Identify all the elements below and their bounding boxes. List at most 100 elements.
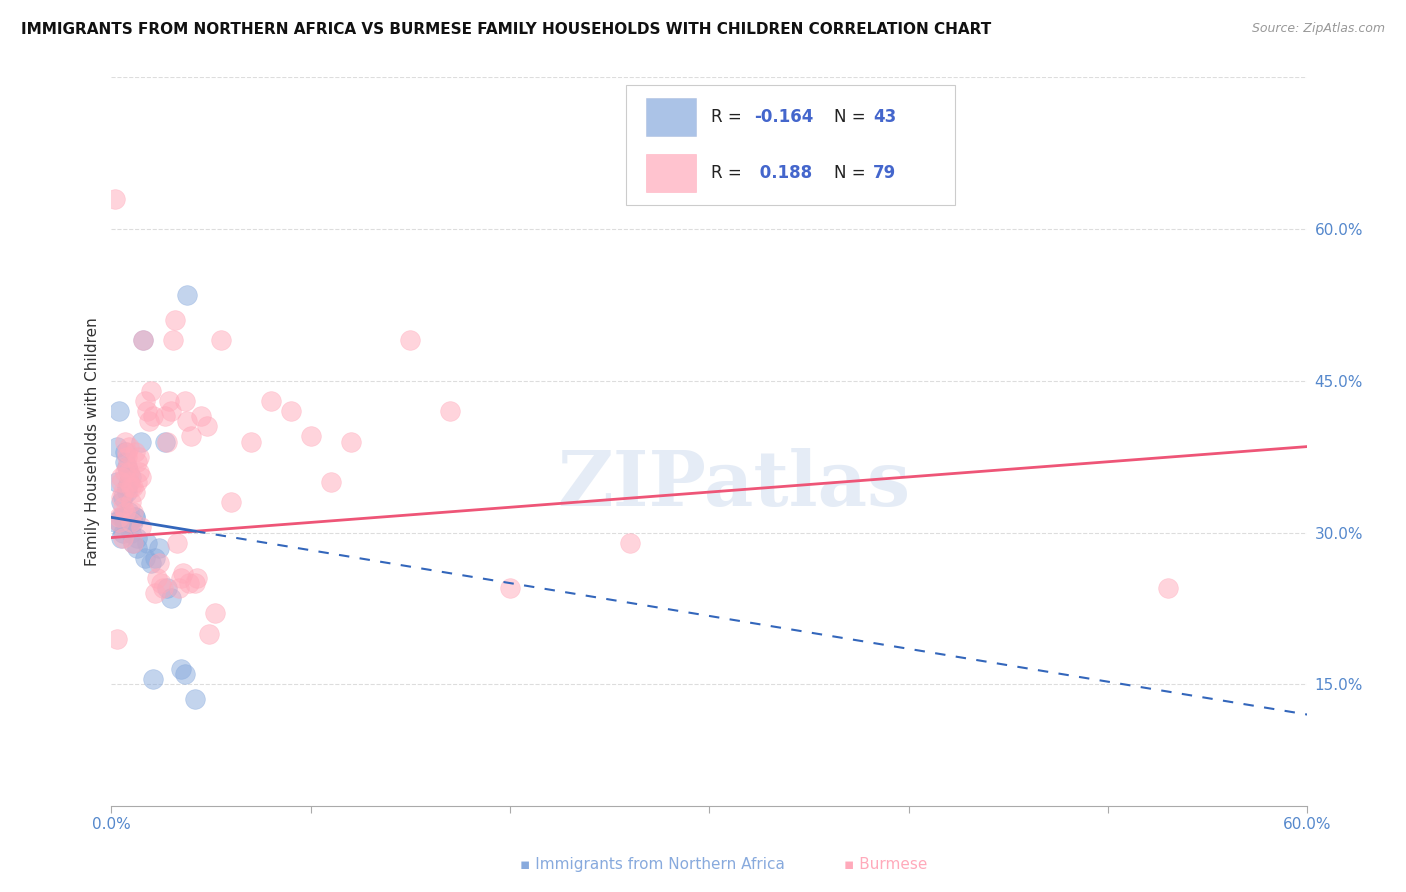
Point [114, 465, 136, 479]
Point [112, 490, 135, 504]
Point [165, 313, 187, 327]
Point [157, 394, 180, 409]
Point [114, 434, 136, 449]
Point [219, 495, 242, 509]
Point [118, 475, 141, 489]
Point [239, 434, 262, 449]
Point [128, 465, 150, 479]
Text: -0.164: -0.164 [754, 108, 813, 126]
Point [132, 334, 155, 348]
Point [204, 607, 226, 621]
Point [117, 485, 139, 500]
Point [148, 556, 170, 570]
Point [127, 541, 149, 555]
Point [112, 531, 135, 545]
Point [160, 404, 183, 418]
Point [150, 576, 173, 591]
Point [120, 470, 142, 484]
Point [110, 510, 132, 524]
Point [122, 480, 145, 494]
Point [114, 505, 136, 519]
Text: ▪ Burmese: ▪ Burmese [844, 857, 927, 872]
Point [180, 429, 202, 443]
Point [117, 450, 139, 464]
Point [170, 662, 193, 676]
Point [209, 334, 232, 348]
Point [105, 632, 128, 646]
Point [339, 434, 361, 449]
Point [124, 510, 146, 524]
Point [184, 692, 207, 706]
Point [172, 566, 194, 580]
Point [122, 516, 145, 530]
Point [108, 516, 131, 530]
Point [195, 419, 218, 434]
Point [117, 459, 139, 474]
Point [124, 510, 146, 524]
Point [127, 531, 149, 545]
Point [155, 434, 177, 449]
Point [167, 581, 190, 595]
Point [114, 455, 136, 469]
Text: ▪ Immigrants from Northern Africa: ▪ Immigrants from Northern Africa [520, 857, 785, 872]
Point [117, 459, 139, 474]
Point [117, 444, 139, 458]
Point [114, 444, 136, 458]
Text: R =: R = [710, 164, 747, 182]
Point [174, 667, 197, 681]
Point [110, 531, 132, 545]
Point [105, 475, 128, 489]
Point [104, 192, 127, 206]
Point [105, 440, 128, 454]
Point [124, 444, 146, 458]
Point [114, 516, 136, 530]
Point [143, 586, 166, 600]
Point [124, 485, 146, 500]
Text: 43: 43 [873, 108, 897, 126]
Point [138, 414, 160, 428]
Point [142, 409, 165, 424]
Point [120, 495, 142, 509]
Text: Source: ZipAtlas.com: Source: ZipAtlas.com [1251, 22, 1385, 36]
Point [155, 409, 177, 424]
Point [160, 591, 183, 606]
Point [166, 535, 188, 549]
Point [1157, 581, 1180, 595]
Point [499, 581, 522, 595]
Point [112, 525, 135, 540]
Point [156, 581, 179, 595]
Point [110, 495, 132, 509]
Point [260, 394, 283, 409]
Point [186, 571, 208, 585]
Point [118, 475, 141, 489]
FancyBboxPatch shape [645, 97, 696, 136]
Point [146, 571, 169, 585]
Point [131, 434, 153, 449]
Point [280, 404, 302, 418]
Point [122, 505, 145, 519]
FancyBboxPatch shape [645, 154, 696, 192]
FancyBboxPatch shape [626, 85, 955, 205]
Point [148, 541, 170, 555]
Point [127, 455, 149, 469]
Point [131, 470, 153, 484]
Point [120, 516, 142, 530]
Point [319, 475, 342, 489]
Point [143, 550, 166, 565]
Point [174, 394, 197, 409]
Text: 79: 79 [873, 164, 897, 182]
Point [136, 535, 159, 549]
Point [198, 626, 221, 640]
Point [127, 475, 149, 489]
Text: 0.188: 0.188 [754, 164, 811, 182]
Point [118, 505, 141, 519]
Point [118, 465, 141, 479]
Point [619, 535, 641, 549]
Point [162, 334, 184, 348]
Point [156, 434, 179, 449]
Text: R =: R = [710, 108, 747, 126]
Y-axis label: Family Households with Children: Family Households with Children [86, 318, 100, 566]
Text: ZIPatlas: ZIPatlas [557, 448, 910, 522]
Point [136, 404, 159, 418]
Point [190, 409, 212, 424]
